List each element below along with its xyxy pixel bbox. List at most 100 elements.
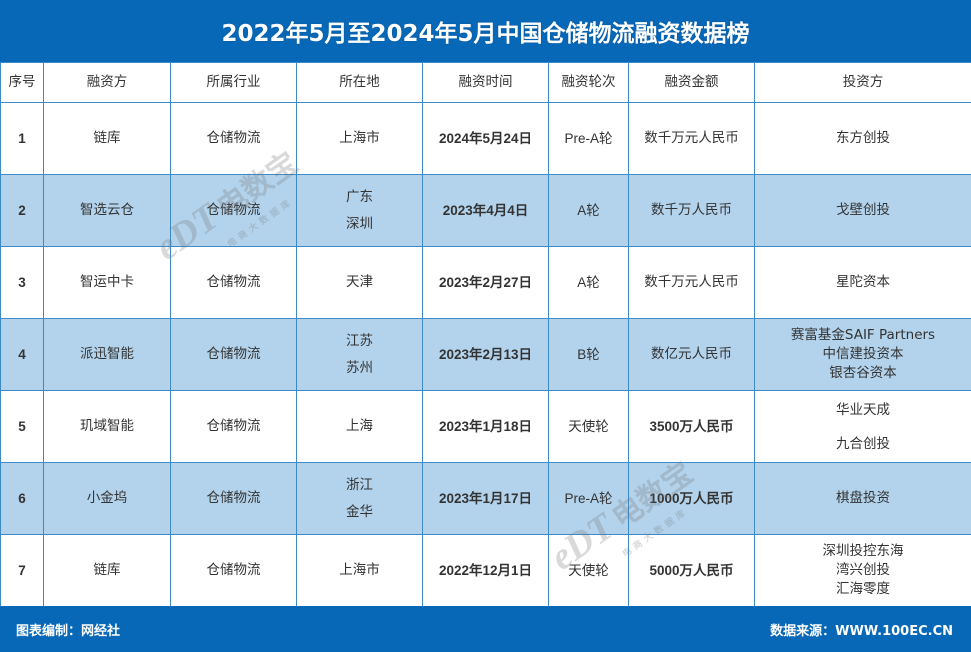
location-line: 上海市 <box>339 130 380 146</box>
page-title-bar: 2022年5月至2024年5月中国仓储物流融资数据榜 <box>0 0 971 62</box>
cell-company: 派迅智能 <box>43 318 171 391</box>
cell-company: 链库 <box>43 534 171 607</box>
table-row: 5 玑域智能 仓储物流 上海 2023年1月18日 天使轮 3500万人民币 华… <box>0 390 971 463</box>
location-line: 天津 <box>346 274 373 290</box>
column-header-date: 融资时间 <box>422 62 549 103</box>
location-line: 江苏 <box>346 332 373 349</box>
page-title: 2022年5月至2024年5月中国仓储物流融资数据榜 <box>221 21 750 47</box>
cell-round: Pre-A轮 <box>548 102 629 175</box>
table-row: 1 链库 仓储物流 上海市 2024年5月24日 Pre-A轮 数千万元人民币 … <box>0 102 971 175</box>
cell-no: 1 <box>0 102 44 175</box>
footer-credit: 图表编制：网经社 <box>16 623 121 639</box>
investor-line: 华业天成 <box>836 401 890 418</box>
table-row: 6 小金坞 仓储物流 浙江 金华 2023年1月17日 Pre-A轮 1000万… <box>0 462 971 535</box>
cell-round: 天使轮 <box>548 534 629 607</box>
cell-investors: 东方创投 <box>754 102 971 175</box>
cell-industry: 仓储物流 <box>170 462 297 535</box>
investor-line: 湾兴创投 <box>836 562 890 578</box>
cell-company: 智运中卡 <box>43 246 171 319</box>
cell-industry: 仓储物流 <box>170 318 297 391</box>
cell-investors: 棋盘投资 <box>754 462 971 535</box>
cell-company: 玑域智能 <box>43 390 171 463</box>
investor-line: 星陀资本 <box>836 274 890 290</box>
cell-no: 5 <box>0 390 44 463</box>
cell-date: 2023年1月17日 <box>422 462 549 535</box>
cell-round: A轮 <box>548 246 629 319</box>
cell-location: 上海市 <box>296 102 423 175</box>
cell-no: 7 <box>0 534 44 607</box>
cell-amount: 数千万人民币 <box>628 174 755 247</box>
cell-amount: 5000万人民币 <box>628 534 755 607</box>
cell-round: A轮 <box>548 174 629 247</box>
cell-industry: 仓储物流 <box>170 174 297 247</box>
cell-investors: 深圳投控东海 湾兴创投 汇海零度 <box>754 534 971 607</box>
cell-round: Pre-A轮 <box>548 462 629 535</box>
investor-line: 银杏谷资本 <box>829 365 897 381</box>
investor-line: 赛富基金SAIF Partners <box>790 327 936 343</box>
cell-location: 广东 深圳 <box>296 174 423 247</box>
table-row: 4 派迅智能 仓储物流 江苏 苏州 2023年2月13日 B轮 数亿元人民币 赛… <box>0 318 971 391</box>
cell-amount: 3500万人民币 <box>628 390 755 463</box>
cell-investors: 星陀资本 <box>754 246 971 319</box>
column-header-company: 融资方 <box>43 62 171 103</box>
investor-line: 东方创投 <box>836 130 890 146</box>
cell-location: 天津 <box>296 246 423 319</box>
cell-industry: 仓储物流 <box>170 102 297 175</box>
table-row: 3 智运中卡 仓储物流 天津 2023年2月27日 A轮 数千万元人民币 星陀资… <box>0 246 971 319</box>
location-line: 浙江 <box>346 476 373 493</box>
cell-date: 2022年12月1日 <box>422 534 549 607</box>
cell-location: 上海 <box>296 390 423 463</box>
column-header-industry: 所属行业 <box>170 62 297 103</box>
cell-date: 2023年4月4日 <box>422 174 549 247</box>
cell-date: 2024年5月24日 <box>422 102 549 175</box>
cell-date: 2023年2月13日 <box>422 318 549 391</box>
investor-line: 棋盘投资 <box>836 490 890 506</box>
column-header-no: 序号 <box>0 62 44 103</box>
cell-location: 浙江 金华 <box>296 462 423 535</box>
cell-no: 4 <box>0 318 44 391</box>
cell-company: 链库 <box>43 102 171 175</box>
cell-date: 2023年2月27日 <box>422 246 549 319</box>
cell-location: 江苏 苏州 <box>296 318 423 391</box>
location-line: 苏州 <box>346 359 373 376</box>
table-row: 2 智选云仓 仓储物流 广东 深圳 2023年4月4日 A轮 数千万人民币 戈壁… <box>0 174 971 247</box>
footer-bar: 图表编制：网经社 数据来源：WWW.100EC.CN <box>0 606 971 652</box>
column-header-investors: 投资方 <box>754 62 971 103</box>
cell-industry: 仓储物流 <box>170 246 297 319</box>
cell-amount: 数千万元人民币 <box>628 102 755 175</box>
cell-industry: 仓储物流 <box>170 534 297 607</box>
cell-round: 天使轮 <box>548 390 629 463</box>
column-header-amount: 融资金额 <box>628 62 755 103</box>
cell-company: 智选云仓 <box>43 174 171 247</box>
cell-amount: 数千万元人民币 <box>628 246 755 319</box>
cell-no: 3 <box>0 246 44 319</box>
cell-investors: 戈壁创投 <box>754 174 971 247</box>
location-line: 上海 <box>346 418 373 434</box>
investor-line: 汇海零度 <box>836 581 890 597</box>
table-row: 7 链库 仓储物流 上海市 2022年12月1日 天使轮 5000万人民币 深圳… <box>0 534 971 607</box>
cell-amount: 数亿元人民币 <box>628 318 755 391</box>
footer-source: 数据来源：WWW.100EC.CN <box>770 623 953 639</box>
column-header-round: 融资轮次 <box>548 62 629 103</box>
investor-line: 中信建投资本 <box>822 346 904 362</box>
cell-location: 上海市 <box>296 534 423 607</box>
location-line: 上海市 <box>339 562 380 578</box>
cell-no: 2 <box>0 174 44 247</box>
cell-no: 6 <box>0 462 44 535</box>
location-line: 广东 <box>346 188 373 205</box>
cell-company: 小金坞 <box>43 462 171 535</box>
financing-table: 序号 融资方 所属行业 所在地 融资时间 融资轮次 融资金额 投资方 1 链库 … <box>0 62 971 607</box>
cell-amount: 1000万人民币 <box>628 462 755 535</box>
column-header-location: 所在地 <box>296 62 423 103</box>
investor-line: 九合创投 <box>836 435 890 452</box>
cell-date: 2023年1月18日 <box>422 390 549 463</box>
cell-investors: 赛富基金SAIF Partners 中信建投资本 银杏谷资本 <box>754 318 971 391</box>
cell-investors: 华业天成 九合创投 <box>754 390 971 463</box>
location-line: 金华 <box>346 503 373 520</box>
table-header-row: 序号 融资方 所属行业 所在地 融资时间 融资轮次 融资金额 投资方 <box>0 62 971 103</box>
cell-round: B轮 <box>548 318 629 391</box>
location-line: 深圳 <box>346 215 373 232</box>
investor-line: 深圳投控东海 <box>822 543 904 559</box>
investor-line: 戈壁创投 <box>836 202 890 218</box>
cell-industry: 仓储物流 <box>170 390 297 463</box>
